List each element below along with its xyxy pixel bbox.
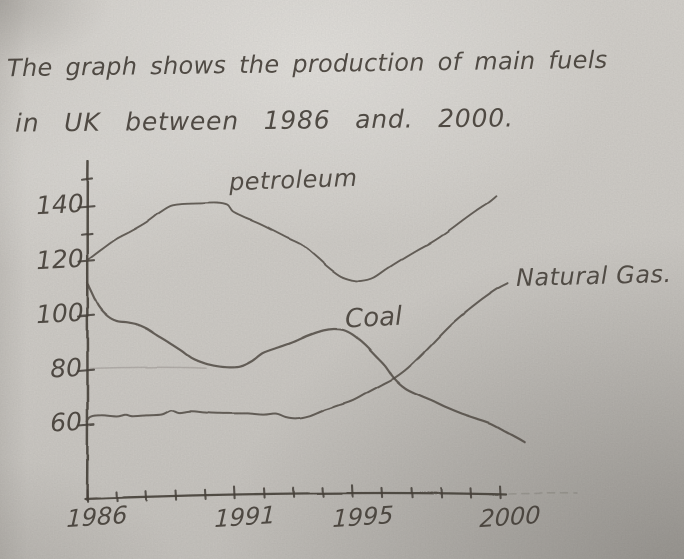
- series-label-petroleum: petroleum: [228, 163, 358, 197]
- petroleum-line: [86, 195, 497, 283]
- y-axis-label-80: 80: [49, 352, 83, 383]
- x-tick-1992: [262, 487, 266, 499]
- x-tick-1986: [85, 489, 89, 503]
- title-line-2: in UK between 1986 and. 2000.: [14, 103, 514, 138]
- x-tick-1999: [469, 487, 473, 499]
- guide-line-80: [89, 366, 207, 370]
- natural-gas-line: [86, 282, 509, 423]
- x-axis-line: [83, 491, 508, 501]
- y-axis-label-100: 100: [35, 297, 85, 330]
- y-axis-label-120: 120: [35, 243, 85, 275]
- x-tick-1987: [115, 490, 119, 503]
- y-axis-label-60: 60: [49, 406, 83, 438]
- y-axis-line: [85, 159, 89, 502]
- x-tick-1996: [380, 486, 384, 499]
- x-tick-1997: [410, 487, 414, 499]
- y-tick-130: [80, 232, 94, 236]
- x-tick-1990: [203, 488, 207, 501]
- x-tick-1988: [144, 490, 148, 502]
- x-tick-1994: [321, 486, 325, 498]
- x-tick-1993: [292, 486, 296, 498]
- series-label-natural-gas: Natural Gas.: [515, 259, 672, 293]
- x-tick-1989: [174, 489, 178, 501]
- x-axis-faint-extension: [508, 492, 578, 495]
- axis-ticks: [77, 177, 502, 503]
- series-label-coal: Coal: [344, 301, 403, 335]
- x-tick-1995: [351, 484, 355, 499]
- y-axis-label-140: 140: [35, 188, 85, 221]
- data-curves: [85, 195, 526, 443]
- x-tick-1998: [439, 487, 443, 499]
- x-tick-1991: [233, 485, 237, 500]
- x-tick-2000: [498, 484, 502, 499]
- y-tick-150: [80, 177, 94, 182]
